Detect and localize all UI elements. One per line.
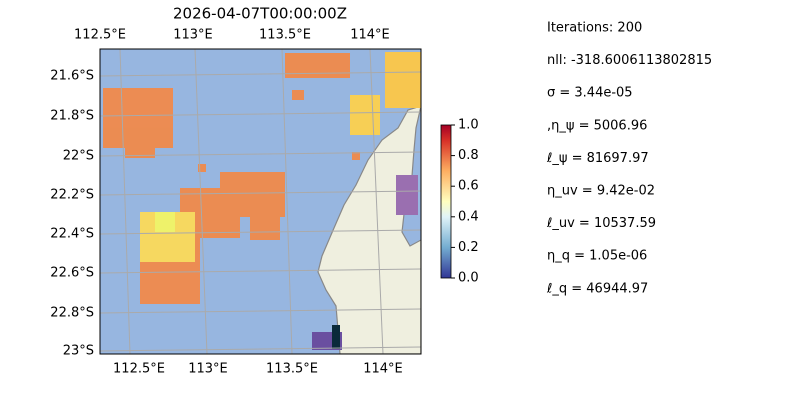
x-label-bottom: 114°E bbox=[363, 362, 403, 377]
patch bbox=[350, 95, 380, 135]
colorbar-tick-label: 0.0 bbox=[458, 271, 479, 286]
colorbar-tick-label: 0.4 bbox=[458, 209, 479, 224]
y-label: 22.6°S bbox=[50, 266, 94, 281]
y-label: 22°S bbox=[63, 149, 94, 164]
map-title: 2026-04-07T00:00:00Z bbox=[173, 5, 347, 23]
colorbar-tick-label: 0.6 bbox=[458, 179, 479, 194]
stat-line: σ = 3.44e-05 bbox=[547, 86, 633, 101]
stat-line: ℓ_uv = 10537.59 bbox=[546, 216, 656, 231]
patch bbox=[332, 325, 340, 349]
patch bbox=[155, 212, 175, 232]
colorbar-tick-label: 0.2 bbox=[458, 240, 479, 255]
y-label: 22.2°S bbox=[50, 188, 94, 203]
y-label: 23°S bbox=[63, 344, 94, 359]
x-label-top: 113°E bbox=[173, 28, 213, 43]
map-area bbox=[100, 49, 421, 354]
y-label: 21.6°S bbox=[50, 69, 94, 84]
y-label: 22.4°S bbox=[50, 227, 94, 242]
x-label-top: 114°E bbox=[350, 28, 390, 43]
colorbar-tick-label: 0.8 bbox=[458, 148, 479, 163]
x-label-bottom: 112.5°E bbox=[113, 362, 165, 377]
x-label-top: 112.5°E bbox=[74, 28, 126, 43]
graticule bbox=[100, 49, 421, 354]
stat-line: η_uv = 9.42e-02 bbox=[547, 184, 655, 199]
x-label-bottom: 113°E bbox=[188, 362, 228, 377]
patch bbox=[385, 52, 421, 108]
patch bbox=[396, 175, 418, 215]
stat-line: ℓ_q = 46944.97 bbox=[546, 281, 648, 296]
stat-line: ℓ_ψ = 81697.97 bbox=[546, 151, 649, 166]
y-label: 22.8°S bbox=[50, 306, 94, 321]
y-label: 21.8°S bbox=[50, 109, 94, 124]
x-label-top: 113.5°E bbox=[259, 28, 311, 43]
map-frame bbox=[99, 48, 422, 355]
stat-line: η_q = 1.05e-06 bbox=[547, 249, 647, 264]
x-label-bottom: 113.5°E bbox=[266, 362, 318, 377]
stat-line: Iterations: 200 bbox=[547, 21, 642, 36]
stat-line: nll: -318.6006113802815 bbox=[547, 53, 712, 68]
stat-line: ,η_ψ = 5006.96 bbox=[547, 118, 647, 133]
colorbar bbox=[440, 124, 452, 279]
colorbar-tick-label: 1.0 bbox=[458, 118, 479, 133]
